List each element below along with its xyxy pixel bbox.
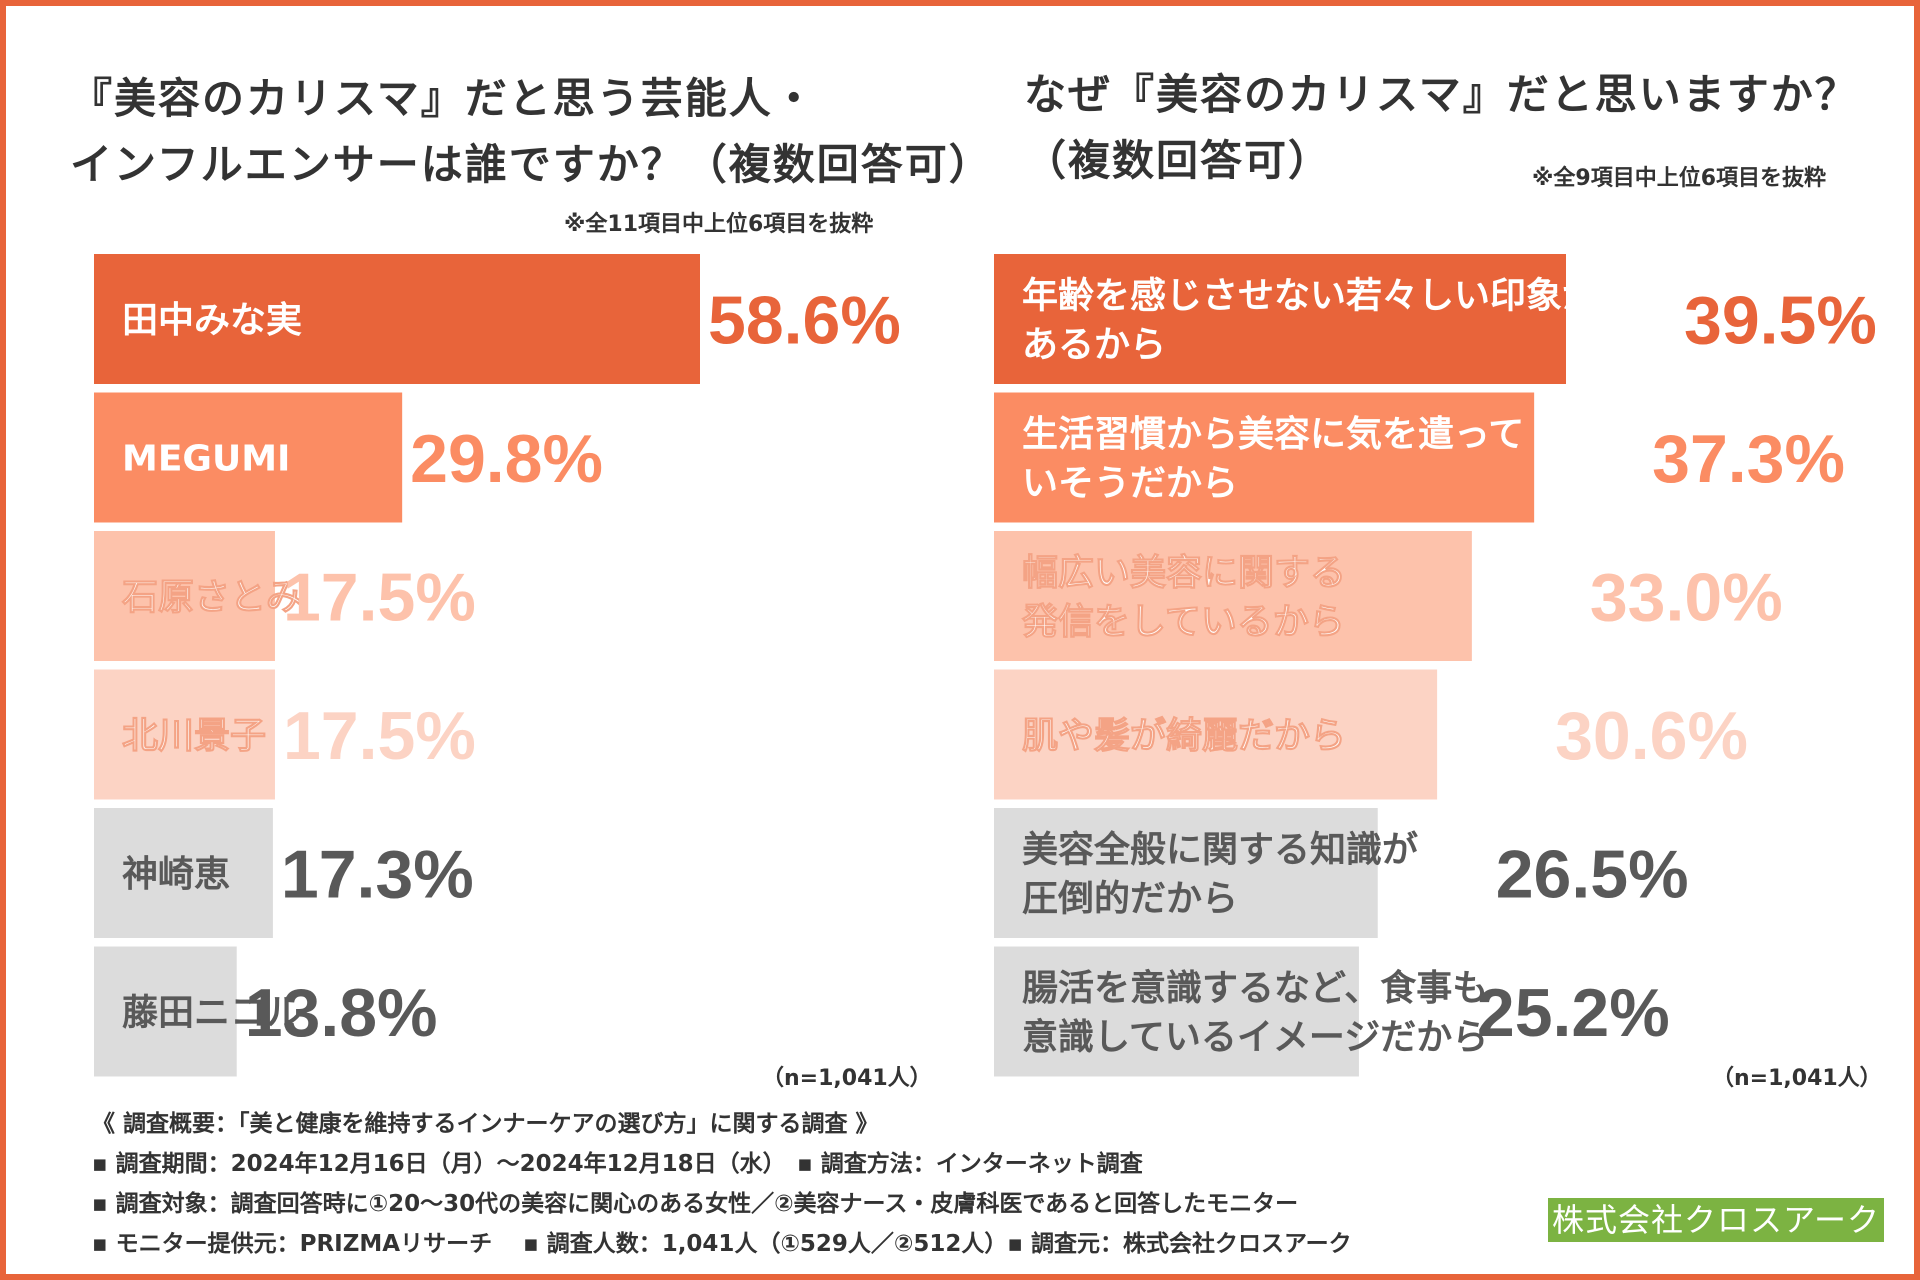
right-value-label: 30.6% (1555, 698, 1748, 774)
left-chart-title: 『美容のカリスマ』だと思う芸能人・ インフルエンサーは誰ですか？（複数回答可） (70, 66, 993, 198)
right-category-label: 美容全般に関する知識が (1022, 829, 1418, 871)
right-title-line2: （複数回答可） (1024, 136, 1333, 185)
right-category-label: 発信をしているから (1022, 601, 1345, 642)
survey-heading: 《 調査概要：「美と健康を維持するインナーケアの選び方」に関する調査 》 (92, 1111, 879, 1137)
left-value-label: 17.3% (281, 836, 474, 912)
left-category-label: 神崎恵 (122, 854, 230, 895)
right-bar (994, 392, 1535, 523)
company-badge: 株式会社クロスアーク (1548, 1198, 1884, 1242)
right-category-label: 圧倒的だから (1022, 878, 1238, 919)
right-title-line1: なぜ『美容のカリスマ』だと思いますか？ (1024, 70, 1859, 119)
left-bar (94, 808, 273, 938)
right-bar (994, 669, 1438, 800)
left-category-label: 藤田ニコル (122, 992, 302, 1033)
survey-target: ▪ 調査対象：調査回答時に①20〜30代の美容に関心のある女性／②美容ナース・皮… (92, 1191, 1299, 1217)
right-value-label: 25.2% (1477, 975, 1670, 1051)
left-bar (94, 946, 237, 1077)
right-category-label: 意識しているイメージだから (1022, 1017, 1488, 1058)
right-chart-note: ※全9項目中上位6項目を抜粋 (1532, 166, 1827, 191)
right-chart-title: なぜ『美容のカリスマ』だと思いますか？ （複数回答可） (1024, 62, 1859, 194)
left-bar (94, 531, 275, 661)
left-bar (94, 254, 700, 384)
left-value-label: 29.8% (410, 421, 603, 497)
right-category-label: 幅広い美容に関する (1022, 553, 1346, 594)
survey-provider-count: ▪ モニター提供元：PRIZMAリサーチ ▪ 調査人数：1,041人（①529人… (92, 1231, 1352, 1257)
left-sample-size-note: （n=1,041人） (762, 1066, 932, 1091)
right-category-label: いそうだから (1022, 463, 1238, 504)
left-bar (94, 392, 403, 523)
right-category-label: 年齢を感じさせない若々しい印象が (1022, 276, 1598, 317)
right-sample-size-note: （n=1,041人） (1712, 1066, 1882, 1091)
right-bar (994, 808, 1378, 938)
left-category-label: 石原さとみ (122, 577, 302, 618)
right-bar (994, 254, 1566, 384)
left-chart-note: ※全11項目中上位6項目を抜粋 (564, 212, 874, 237)
left-value-label: 17.5% (283, 698, 476, 774)
right-category-label: 生活習慣から美容に気を遣って (1022, 414, 1524, 455)
right-value-label: 39.5% (1684, 282, 1877, 358)
left-category-label: 田中みな実 (122, 300, 302, 341)
left-title-line2: インフルエンサーは誰ですか？（複数回答可） (70, 140, 993, 189)
right-bar (994, 531, 1472, 661)
left-value-label: 13.8% (245, 975, 438, 1051)
survey-summary: 《 調査概要：「美と健康を維持するインナーケアの選び方」に関する調査 》 ▪ 調… (92, 1104, 1352, 1264)
right-value-label: 26.5% (1496, 836, 1689, 912)
left-category-label: 北川景子 (122, 715, 266, 756)
right-category-label: 腸活を意識するなど、食事も (1022, 968, 1488, 1009)
left-category-label: MEGUMI (122, 438, 290, 479)
survey-period-method: ▪ 調査期間：2024年12月16日（月）〜2024年12月18日（水） ▪ 調… (92, 1151, 1143, 1177)
left-title-line1: 『美容のカリスマ』だと思う芸能人・ (70, 74, 817, 123)
left-value-label: 58.6% (708, 282, 901, 358)
left-value-label: 17.5% (283, 559, 476, 635)
right-bar (994, 946, 1359, 1077)
right-category-label: あるから (1022, 324, 1166, 365)
right-category-label: 肌や髪が綺麗だから (1022, 715, 1346, 756)
right-value-label: 33.0% (1590, 559, 1783, 635)
left-bar (94, 669, 275, 800)
right-value-label: 37.3% (1652, 421, 1845, 497)
